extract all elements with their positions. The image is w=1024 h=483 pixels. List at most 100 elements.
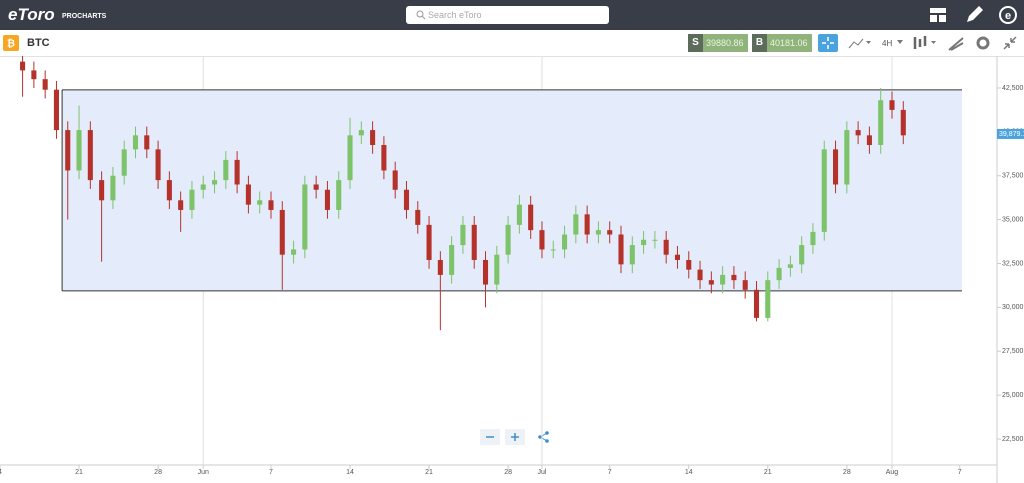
candle-body — [358, 130, 364, 136]
settings-button[interactable] — [975, 35, 991, 51]
candle-body — [178, 200, 184, 210]
candle-body — [844, 130, 850, 185]
crosshair-button[interactable] — [818, 34, 838, 52]
logo-sub: PROCHARTS — [62, 13, 107, 20]
buy-label: B — [752, 34, 767, 52]
candle-body — [257, 200, 263, 205]
candle-body — [279, 209, 285, 255]
candle-body — [494, 254, 500, 285]
candle-body — [607, 230, 613, 235]
candle-body — [132, 135, 139, 150]
timeframe[interactable]: 4H — [882, 39, 893, 48]
x-tick-label: Jun — [198, 469, 209, 476]
candle-body — [641, 239, 647, 246]
logo[interactable]: eToro — [8, 5, 55, 24]
candle-body — [31, 70, 37, 80]
sell-button[interactable]: S 39880.86 — [688, 34, 748, 52]
candle-body — [765, 280, 771, 318]
candle-body — [731, 274, 737, 281]
candle-body — [449, 245, 455, 275]
candle-body — [121, 149, 127, 176]
candle-body — [674, 254, 681, 260]
chart-type-button[interactable] — [848, 37, 872, 49]
candle-body — [347, 135, 353, 181]
candle-body — [471, 224, 477, 260]
draw-icon[interactable] — [964, 5, 984, 25]
candle-body — [550, 249, 556, 251]
candle-body — [482, 259, 489, 285]
x-tick-label: 7 — [608, 469, 612, 476]
x-tick-label: 14 — [346, 469, 354, 476]
x-tick-label: 4 — [0, 469, 2, 476]
candle-body — [787, 264, 793, 268]
candle-body — [313, 184, 319, 190]
etoro-icon[interactable]: e — [998, 5, 1018, 25]
x-tick-label: 7 — [958, 469, 962, 476]
toolbar: ₿ BTC S 39880.86 B 40181.06 4H — [0, 30, 1024, 57]
candle-body — [900, 109, 906, 136]
sell-label: S — [688, 34, 703, 52]
candle-body — [291, 249, 297, 255]
candle-body — [652, 239, 658, 241]
x-tick-label: 28 — [843, 469, 851, 476]
candle-body — [799, 245, 805, 265]
x-tick-label: Jul — [537, 469, 546, 476]
candle-body — [460, 224, 466, 246]
layout-icon[interactable] — [929, 6, 947, 24]
candle-body — [65, 130, 71, 171]
candle-body — [584, 214, 590, 235]
x-tick-label: 28 — [504, 469, 512, 476]
candle-body — [302, 184, 308, 250]
buy-button[interactable]: B 40181.06 — [752, 34, 812, 52]
candle-body — [810, 231, 816, 246]
search-placeholder: Search eToro — [428, 10, 482, 20]
candle-body — [618, 234, 624, 265]
candle-body — [889, 100, 895, 110]
candle-body — [437, 259, 443, 275]
instrument: BTC — [27, 37, 50, 49]
candle-body — [573, 214, 579, 235]
candle-body — [426, 224, 432, 260]
search-box[interactable]: Search eToro — [406, 6, 609, 24]
drawings-button[interactable] — [948, 35, 964, 51]
buy-price: 40181.06 — [770, 38, 808, 48]
last-price-box — [997, 128, 1024, 139]
candle-body — [166, 180, 172, 201]
candle-body — [866, 135, 872, 145]
search-icon — [416, 10, 426, 20]
chart: 4 21 28 Jun 7 14 21 28 Jul 7 14 21 28 Aug 7 22,500 25,00… — [0, 56, 1024, 483]
candle-body — [336, 180, 342, 210]
x-tick-label: 21 — [75, 469, 83, 476]
collapse-button[interactable] — [1002, 35, 1018, 51]
candle-body — [110, 175, 116, 201]
candle-body — [708, 280, 714, 285]
candle-body — [855, 130, 861, 136]
candle-body — [234, 159, 240, 185]
channel — [62, 89, 962, 291]
candle-body — [76, 130, 82, 171]
candle-body — [516, 204, 522, 225]
candle-body — [753, 289, 760, 318]
candle-body — [821, 149, 827, 232]
indicators-button[interactable] — [912, 35, 938, 51]
candle-body — [99, 180, 105, 201]
share-button[interactable] — [538, 431, 549, 443]
candle-body — [223, 159, 229, 181]
candle-body — [595, 230, 601, 235]
candle-body — [324, 189, 330, 210]
y-tick-label: 32,500 — [1002, 260, 1024, 267]
y-tick-label: 27,500 — [1002, 348, 1024, 355]
candle-body — [776, 267, 782, 281]
svg-text:₿: ₿ — [7, 38, 15, 50]
x-tick-label: 21 — [425, 469, 433, 476]
candle-body — [87, 130, 93, 181]
y-tick-label: 22,500 — [1002, 436, 1024, 443]
candle-body — [370, 130, 376, 145]
candle-body — [211, 180, 218, 185]
candle-body — [539, 230, 545, 250]
timeframe-caret — [897, 40, 903, 44]
candle-body — [663, 239, 669, 255]
top-bar: eToro PROCHARTS Search eToro e — [0, 0, 1024, 30]
candle-body — [742, 280, 748, 290]
